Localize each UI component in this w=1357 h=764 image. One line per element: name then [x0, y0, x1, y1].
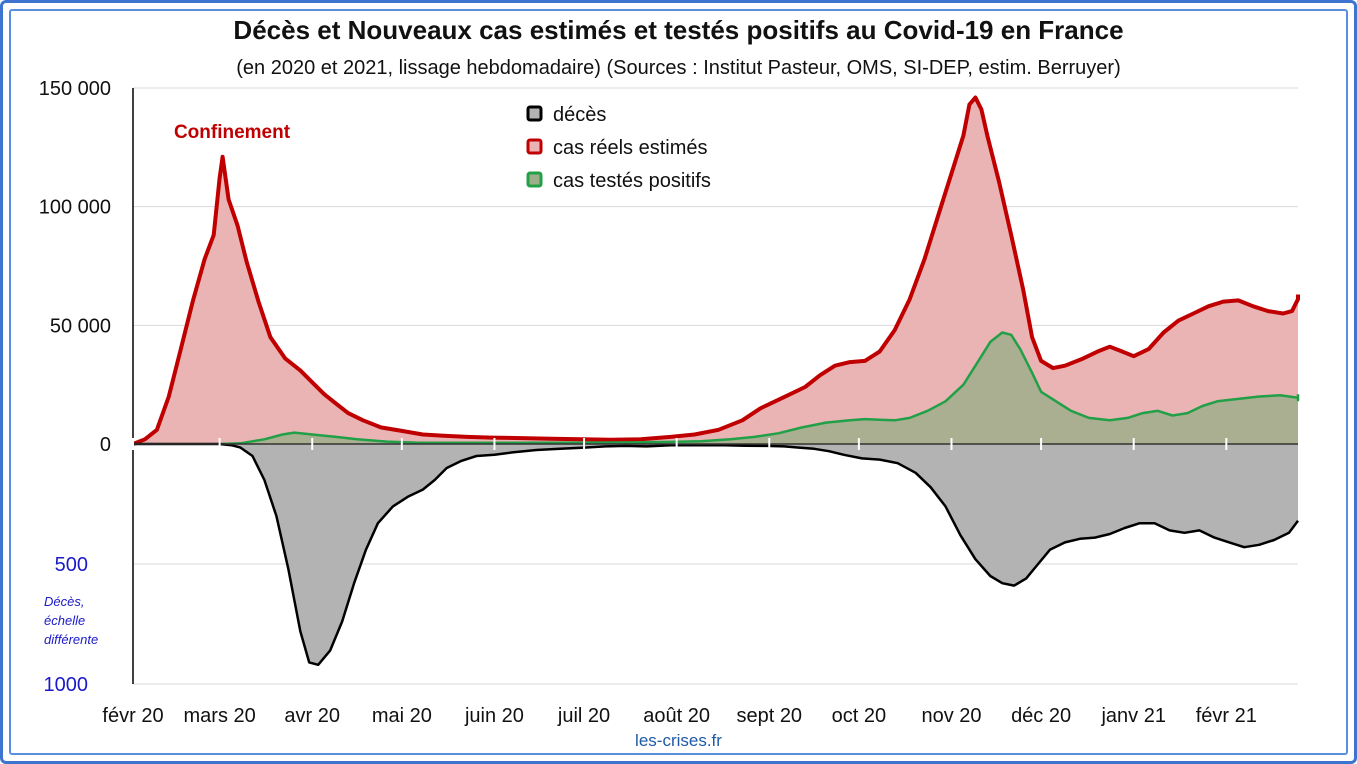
x-tick-label: mars 20	[184, 705, 256, 727]
x-tick-label: sept 20	[736, 705, 802, 727]
confinement-annotation: Confinement	[174, 122, 291, 143]
x-tick-label: févr 20	[102, 705, 163, 727]
chart-frame-inner	[9, 9, 1348, 755]
series-line-cases-tested	[219, 331, 1300, 446]
source-footer[interactable]: les-crises.fr	[635, 731, 722, 750]
legend-swatch	[526, 105, 543, 122]
series-line-deaths	[133, 442, 1299, 667]
y-tick-label: 0	[100, 434, 111, 456]
y-tick-label: 150 000	[39, 78, 111, 100]
deaths-scale-note: différente	[44, 632, 98, 647]
x-tick-label: janv 21	[1100, 705, 1166, 727]
x-tick-label: nov 20	[921, 705, 981, 727]
x-tick-label: mai 20	[372, 705, 432, 727]
legend-label: décès	[553, 104, 606, 126]
legend-swatch	[526, 138, 543, 155]
y-tick-label-deaths: 1000	[44, 674, 89, 696]
legend-label: cas testés positifs	[553, 170, 711, 192]
x-tick-label: avr 20	[284, 705, 340, 727]
series-area-cases-tested	[219, 332, 1299, 444]
x-tick-label: déc 20	[1011, 705, 1071, 727]
x-tick-label: oct 20	[832, 705, 886, 727]
series-area-cases-estimated	[133, 97, 1298, 444]
y-tick-label: 50 000	[50, 315, 111, 337]
chart-subtitle: (en 2020 et 2021, lissage hebdomadaire) …	[236, 57, 1121, 79]
legend-swatch	[526, 171, 543, 188]
series-line-cases-estimated	[132, 95, 1300, 446]
deaths-scale-note: Décès,	[44, 594, 84, 609]
y-tick-label-deaths: 500	[55, 554, 88, 576]
x-tick-label: févr 21	[1196, 705, 1257, 727]
x-tick-label: août 20	[643, 705, 710, 727]
deaths-scale-note: échelle	[44, 613, 85, 628]
x-tick-label: juin 20	[464, 705, 524, 727]
chart-title: Décès et Nouveaux cas estimés et testés …	[233, 15, 1124, 45]
x-tick-label: juil 20	[557, 705, 610, 727]
series-area-deaths	[133, 444, 1298, 665]
legend-label: cas réels estimés	[553, 137, 708, 159]
y-tick-label: 100 000	[39, 197, 111, 219]
